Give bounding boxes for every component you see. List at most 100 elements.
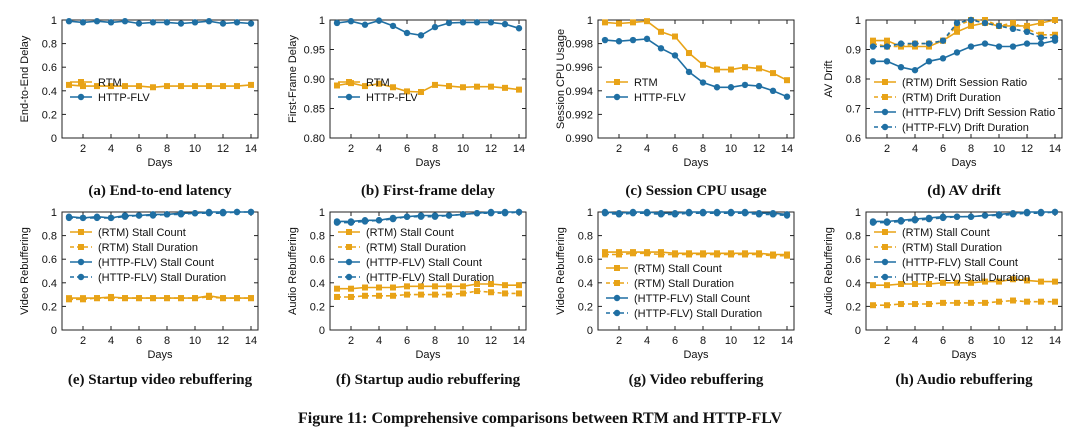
x-tick-label: 10: [993, 143, 1005, 155]
y-tick-label: 0.2: [42, 109, 57, 121]
data-point: [643, 209, 651, 217]
data-point: [644, 250, 650, 257]
y-axis-label: End-to-End Delay: [19, 35, 31, 122]
data-point: [220, 295, 226, 302]
data-point: [911, 217, 919, 224]
data-point: [390, 284, 396, 291]
data-point: [502, 282, 508, 289]
x-tick-label: 10: [993, 335, 1005, 347]
data-point: [460, 290, 466, 297]
data-point: [334, 293, 340, 300]
data-point: [784, 252, 790, 259]
data-point: [1038, 298, 1044, 305]
data-point: [1009, 43, 1017, 50]
x-axis-label: Days: [147, 157, 173, 169]
x-tick-label: 6: [136, 335, 142, 347]
legend-swatch-marker: [882, 244, 888, 250]
legend-swatch-marker: [77, 273, 85, 281]
data-point: [770, 252, 776, 259]
data-point: [177, 20, 185, 27]
legend-swatch-marker: [613, 93, 621, 101]
legend-entry-label: (RTM) Stall Duration: [902, 242, 1002, 254]
data-point: [206, 293, 212, 300]
x-tick-label: 10: [457, 335, 469, 347]
data-point: [107, 19, 115, 26]
data-point: [361, 218, 369, 225]
x-tick-label: 14: [781, 335, 793, 347]
data-point: [136, 295, 142, 302]
data-point: [995, 212, 1003, 219]
data-point: [982, 278, 988, 285]
data-point: [191, 19, 199, 26]
series-4: [333, 208, 523, 226]
legend-entry-label: HTTP-FLV: [634, 92, 686, 104]
data-point: [431, 23, 439, 31]
y-tick-label: 1: [855, 207, 861, 219]
x-tick-label: 14: [781, 143, 793, 155]
x-tick-label: 2: [884, 143, 890, 155]
data-point: [375, 217, 383, 224]
data-point: [66, 296, 72, 303]
x-tick-label: 2: [80, 335, 86, 347]
x-tick-label: 6: [672, 143, 678, 155]
data-point: [1009, 211, 1017, 218]
data-point: [870, 282, 876, 289]
data-point: [389, 215, 397, 223]
y-tick-label: 0.990: [565, 133, 593, 145]
data-point: [883, 58, 891, 65]
data-point: [417, 213, 425, 220]
y-axis-label: Session CPU Usage: [555, 29, 567, 129]
data-point: [389, 22, 397, 30]
data-point: [178, 295, 184, 302]
y-tick-label: 0.8: [310, 231, 325, 243]
legend-swatch-marker: [346, 229, 352, 235]
y-tick-label: 0.6: [310, 254, 325, 266]
data-point: [446, 291, 452, 298]
data-point: [755, 82, 763, 90]
legend-entry-label: RTM: [366, 77, 390, 89]
panel-caption: (e) Startup video rebuffering: [68, 372, 253, 388]
y-tick-label: 0.4: [846, 278, 861, 290]
data-point: [953, 49, 961, 56]
series-4: [601, 209, 791, 219]
data-point: [784, 77, 790, 84]
y-tick-label: 0.2: [42, 301, 57, 313]
data-point: [431, 213, 439, 220]
plot-frame: [329, 211, 527, 331]
data-point: [1010, 19, 1016, 26]
data-point: [1010, 297, 1016, 304]
data-point: [911, 40, 919, 47]
data-point: [1038, 19, 1044, 26]
data-point: [473, 19, 481, 26]
series-2: [333, 17, 523, 39]
y-axis-label: Video Rebuffering: [555, 227, 567, 315]
data-point: [347, 17, 355, 25]
series-1: [602, 18, 790, 84]
x-tick-label: 12: [217, 143, 229, 155]
data-point: [995, 22, 1003, 30]
data-point: [602, 19, 608, 26]
x-tick-label: 2: [348, 143, 354, 155]
data-point: [657, 45, 665, 52]
data-point: [756, 65, 762, 72]
data-point: [348, 285, 354, 292]
data-point: [515, 25, 523, 32]
series-2: [602, 250, 790, 259]
legend-swatch-marker: [345, 273, 353, 281]
legend: (RTM) Drift Session Ratio (RTM) Drift Dur…: [874, 77, 1055, 134]
y-tick-label: 0.2: [578, 301, 593, 313]
data-point: [1037, 40, 1045, 47]
data-point: [601, 36, 609, 44]
data-point: [418, 283, 424, 290]
data-point: [205, 209, 213, 217]
x-axis-label: Days: [415, 157, 441, 169]
y-tick-label: 0.85: [304, 104, 325, 116]
data-point: [248, 81, 254, 88]
legend-swatch-marker: [77, 93, 85, 101]
y-tick-label: 0.90: [304, 74, 325, 86]
data-point: [658, 28, 664, 35]
y-axis-label: Audio Rebuffering: [287, 227, 299, 315]
data-point: [163, 211, 171, 218]
